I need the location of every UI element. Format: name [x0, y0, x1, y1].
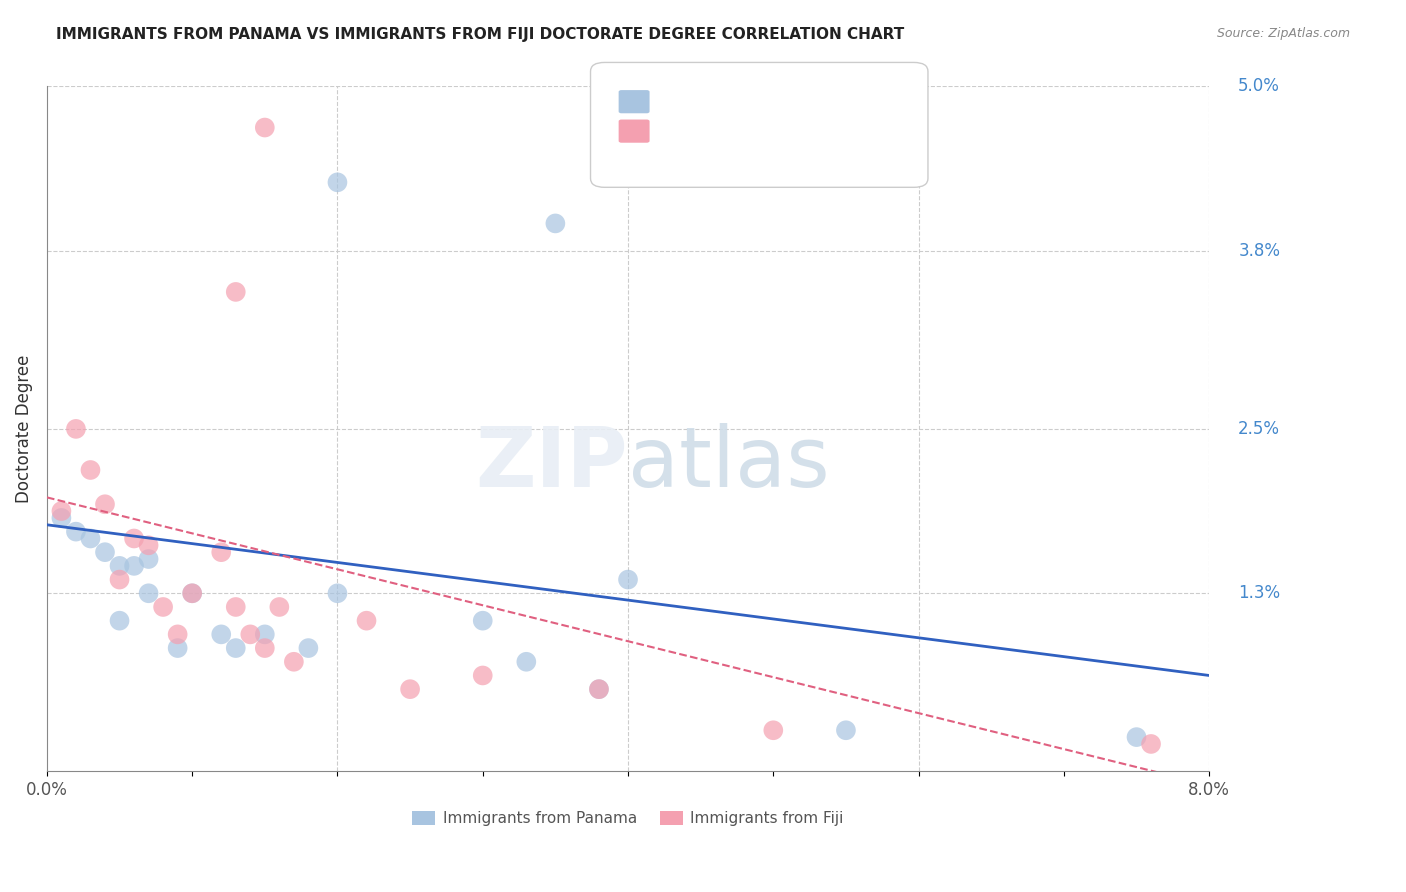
Point [225, 641, 247, 656]
Point [253, 627, 276, 641]
Text: 3.8%: 3.8% [1239, 242, 1281, 260]
Point [1125, 730, 1147, 744]
Point [65, 524, 87, 539]
Point [108, 614, 131, 628]
Text: ZIP: ZIP [475, 423, 628, 504]
Point [515, 655, 537, 669]
Point [283, 655, 305, 669]
Point [588, 682, 610, 697]
Point [326, 586, 349, 600]
Point [122, 532, 145, 546]
Point [138, 552, 160, 566]
Text: R = -0.165   N = 24: R = -0.165 N = 24 [655, 124, 806, 138]
Point [239, 627, 262, 641]
Point [122, 558, 145, 573]
Point [269, 599, 291, 614]
Text: atlas: atlas [628, 423, 830, 504]
Point [399, 682, 422, 697]
Point [356, 614, 378, 628]
Point [152, 599, 174, 614]
Point [65, 422, 87, 436]
Legend: Immigrants from Panama, Immigrants from Fiji: Immigrants from Panama, Immigrants from … [406, 805, 851, 832]
Point [166, 641, 188, 656]
Point [209, 545, 232, 559]
Point [1140, 737, 1163, 751]
Point [94, 545, 117, 559]
Point [181, 586, 204, 600]
Point [181, 586, 204, 600]
Point [79, 463, 101, 477]
Point [79, 532, 101, 546]
Point [326, 175, 349, 189]
Point [253, 120, 276, 135]
Point [253, 641, 276, 656]
Text: R = -0.215   N = 26: R = -0.215 N = 26 [655, 95, 806, 109]
Point [835, 723, 858, 738]
Text: Source: ZipAtlas.com: Source: ZipAtlas.com [1216, 27, 1350, 40]
Point [51, 511, 73, 525]
Point [617, 573, 640, 587]
Point [297, 641, 319, 656]
Point [471, 668, 494, 682]
Point [471, 614, 494, 628]
Y-axis label: Doctorate Degree: Doctorate Degree [15, 355, 32, 503]
Point [544, 216, 567, 230]
Point [94, 497, 117, 511]
Point [166, 627, 188, 641]
Point [138, 586, 160, 600]
Text: 1.3%: 1.3% [1239, 584, 1281, 602]
Text: IMMIGRANTS FROM PANAMA VS IMMIGRANTS FROM FIJI DOCTORATE DEGREE CORRELATION CHAR: IMMIGRANTS FROM PANAMA VS IMMIGRANTS FRO… [56, 27, 904, 42]
Point [225, 599, 247, 614]
Point [209, 627, 232, 641]
Point [108, 558, 131, 573]
Text: 2.5%: 2.5% [1239, 420, 1281, 438]
Point [762, 723, 785, 738]
Point [588, 682, 610, 697]
Text: 5.0%: 5.0% [1239, 78, 1279, 95]
Point [225, 285, 247, 299]
Point [51, 504, 73, 518]
Point [108, 573, 131, 587]
Point [138, 538, 160, 552]
